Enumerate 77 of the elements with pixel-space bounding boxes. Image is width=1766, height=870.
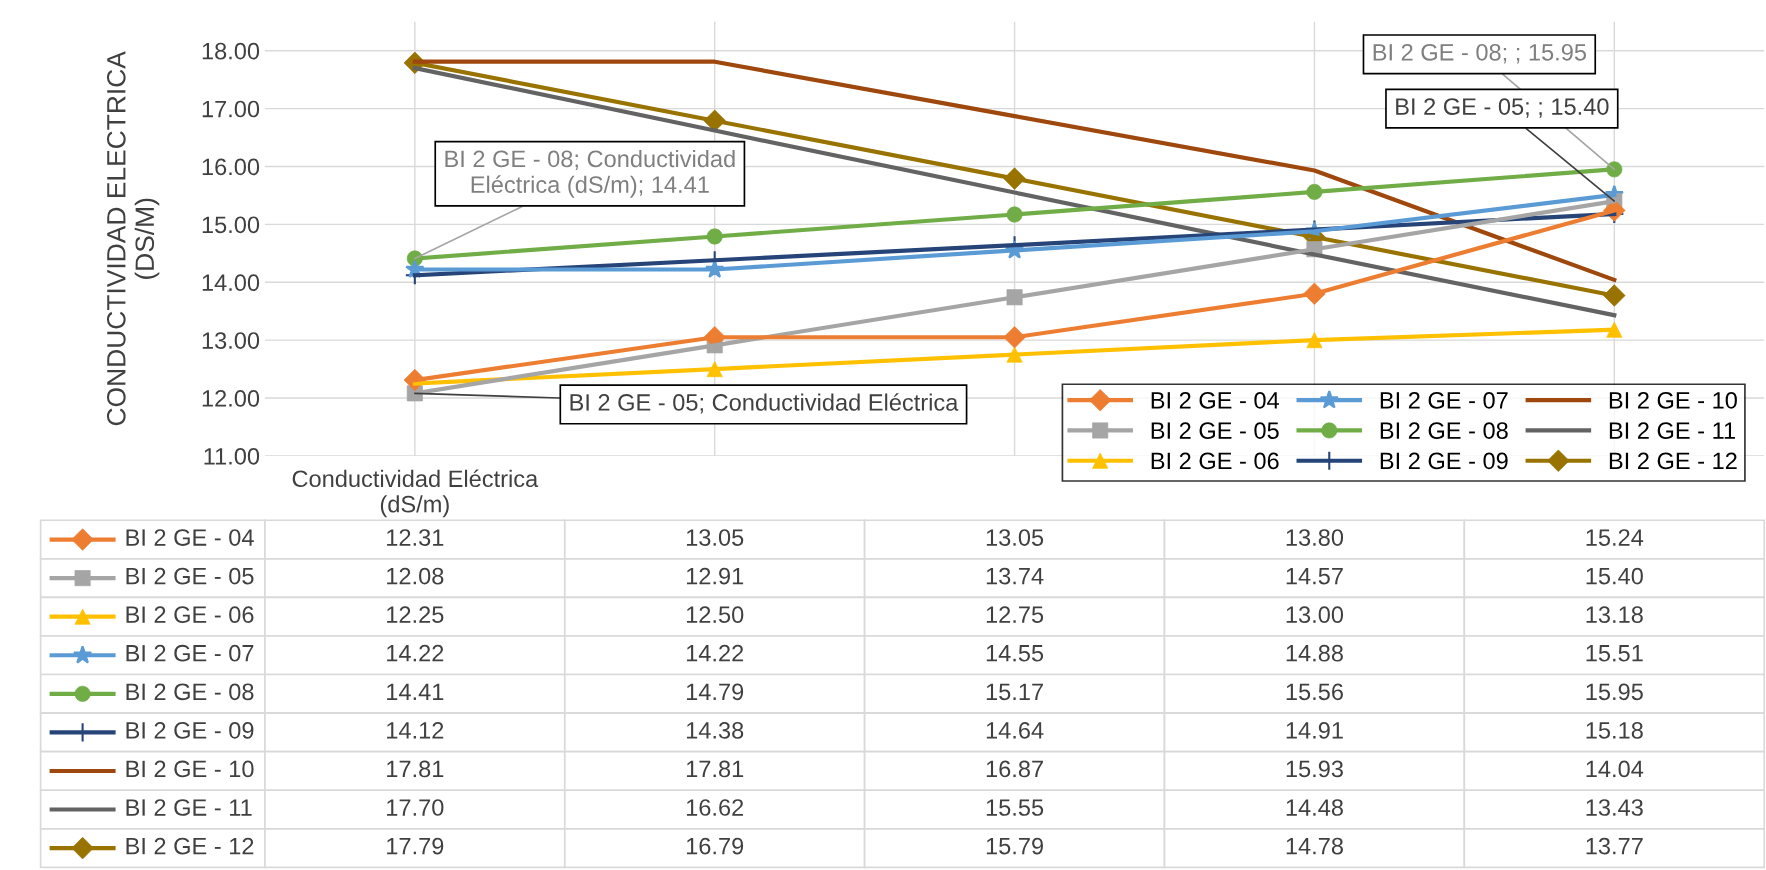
text: BI 2 GE - 06 — [126, 606, 254, 624]
data-label: 14.04 — [1586, 760, 1644, 778]
legend-label: BI 2 GE - 08 — [1380, 422, 1508, 439]
y-tick-label: 13.00 — [202, 332, 260, 349]
text: BI 2 GE - 12 — [126, 837, 254, 855]
data-label: 13.77 — [1586, 837, 1643, 855]
y-tick-label: 12.00 — [202, 390, 260, 407]
annotation: BI 2 GE - 05; ; 15.40 — [1396, 98, 1609, 118]
data-label: 14.79 — [686, 683, 744, 701]
legend-label: BI 2 GE - 06 — [1151, 452, 1279, 470]
data-label: 14.55 — [986, 645, 1044, 662]
text: BI 2 GE - 09 — [126, 722, 254, 739]
text: BI 2 GE - 10 — [126, 760, 254, 778]
y-tick-label: 17.00 — [202, 100, 260, 118]
data-label: 12.50 — [686, 606, 744, 624]
legend-label: BI 2 GE - 05 — [1151, 422, 1279, 439]
data-label: 13.05 — [986, 529, 1044, 546]
data-label: 15.18 — [1586, 722, 1643, 739]
data-label: 15.51 — [1586, 645, 1643, 662]
legend-label: BI 2 GE - 09 — [1380, 452, 1508, 470]
text: BI 2 GE - 04 — [126, 529, 254, 546]
data-label: 15.79 — [986, 837, 1043, 855]
data-label: 14.57 — [1286, 567, 1343, 585]
data-label: 14.41 — [387, 683, 444, 700]
legend-label: BI 2 GE - 10 — [1609, 391, 1737, 409]
data-label: 17.81 — [686, 760, 744, 778]
legend-label: BI 2 GE - 07 — [1380, 391, 1508, 409]
data-label: 15.24 — [1586, 529, 1644, 546]
data-label: 13.74 — [986, 567, 1044, 585]
y-tick-label: 15.00 — [202, 216, 260, 234]
data-label: 12.91 — [686, 567, 744, 585]
data-label: 12.31 — [387, 529, 444, 546]
data-label: 17.79 — [387, 837, 444, 855]
annotation: BI 2 GE - 08; ; 15.95 — [1373, 43, 1586, 64]
data-label: 15.93 — [1286, 760, 1343, 778]
annotation: BI 2 GE - 08; Conductividad Eléctrica (dS/m); 14.41 — [445, 149, 735, 198]
data-label: 15.55 — [986, 799, 1044, 816]
data-label: 15.17 — [986, 683, 1043, 701]
text: BI 2 GE - 08 — [126, 683, 254, 701]
data-label: 16.62 — [686, 799, 744, 816]
data-label: 12.25 — [387, 606, 444, 624]
text: BI 2 GE - 07 — [126, 644, 254, 662]
data-label: 14.64 — [986, 722, 1044, 739]
data-label: 17.70 — [387, 799, 444, 816]
annotation: BI 2 GE - 05; Conductividad Eléctrica — [570, 393, 959, 414]
data-label: 13.18 — [1586, 606, 1643, 624]
data-label: 13.00 — [1286, 606, 1344, 624]
text: BI 2 GE - 11 — [126, 799, 252, 816]
data-label: 16.87 — [986, 760, 1043, 778]
y-tick-label: 14.00 — [202, 274, 260, 292]
data-label: 14.91 — [1286, 722, 1343, 739]
y-tick-label: 18.00 — [202, 42, 260, 60]
legend-label: BI 2 GE - 12 — [1609, 452, 1737, 470]
data-label: 14.38 — [686, 722, 744, 739]
x-tick-label: Conductividad Eléctrica (dS/m) — [292, 469, 539, 518]
data-label: 14.88 — [1286, 644, 1343, 662]
data-label: 13.80 — [1286, 529, 1344, 546]
data-label: 13.43 — [1586, 799, 1643, 816]
y-tick-label: 11.00 — [204, 447, 260, 465]
data-label: 13.05 — [686, 529, 744, 546]
data-label: 15.95 — [1586, 683, 1643, 701]
data-label: 15.56 — [1286, 683, 1343, 701]
data-label: 15.40 — [1586, 567, 1643, 585]
data-label: 14.22 — [686, 644, 744, 662]
y-tick-label: 16.00 — [202, 158, 260, 176]
y-axis-title: CONDUCTIVIDAD ELECTRICA (DS/M) — [106, 51, 160, 426]
legend-label: BI 2 GE - 11 — [1609, 422, 1735, 439]
data-label: 16.79 — [686, 837, 744, 855]
legend-label: BI 2 GE - 04 — [1151, 391, 1279, 409]
data-label: 14.78 — [1286, 837, 1343, 855]
text: BI 2 GE - 05 — [126, 567, 254, 585]
data-label: 12.75 — [986, 606, 1044, 624]
data-label: 17.81 — [387, 760, 444, 778]
data-label: 14.22 — [387, 644, 444, 662]
data-label: 14.12 — [387, 722, 444, 739]
data-label: 12.08 — [387, 567, 444, 585]
data-label: 14.48 — [1286, 799, 1343, 816]
